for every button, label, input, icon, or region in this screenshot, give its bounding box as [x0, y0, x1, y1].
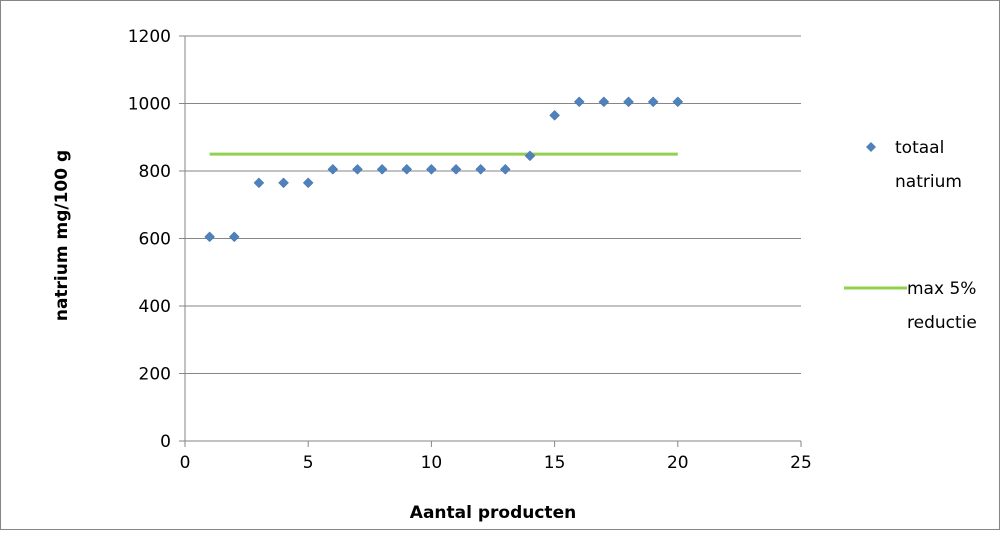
legend-marker-totaal-natrium — [866, 142, 876, 152]
series-marks — [204, 96, 684, 243]
data-point — [302, 177, 314, 189]
y-tick-labels: 0 200 400 600 800 1000 1200 — [128, 27, 171, 452]
axes — [179, 35, 802, 447]
data-point — [401, 163, 413, 175]
data-point — [228, 231, 240, 243]
legend-label: totaal — [895, 138, 944, 158]
gridlines — [185, 35, 801, 374]
data-point — [623, 96, 634, 108]
y-tick-label: 200 — [139, 365, 171, 385]
y-tick-label: 1000 — [128, 95, 171, 115]
data-point — [327, 163, 339, 175]
data-point — [499, 163, 511, 175]
x-tick-labels: 0 5 10 15 20 25 — [180, 453, 812, 473]
data-point — [524, 150, 536, 162]
y-tick-label: 400 — [139, 297, 171, 317]
x-tick-label: 10 — [421, 453, 443, 473]
data-point — [426, 163, 437, 175]
y-axis-title: natrium mg/100 g — [52, 150, 72, 321]
x-tick-label: 5 — [303, 453, 314, 473]
data-point — [450, 163, 462, 175]
data-point — [204, 231, 215, 243]
data-point — [598, 96, 610, 108]
legend: totaal natrium max 5% reductie — [844, 138, 977, 333]
legend-label: natrium — [895, 172, 962, 192]
x-tick-label: 25 — [790, 453, 812, 473]
data-point — [647, 96, 659, 108]
x-tick-label: 20 — [667, 453, 689, 473]
data-point — [352, 163, 363, 175]
y-tick-label: 0 — [160, 432, 171, 452]
data-point — [376, 163, 388, 175]
data-point — [253, 177, 265, 189]
data-point — [549, 109, 560, 121]
x-tick-label: 0 — [180, 453, 191, 473]
data-point — [475, 163, 487, 175]
data-point — [672, 96, 684, 108]
y-tick-label: 800 — [139, 162, 171, 182]
data-point — [573, 96, 585, 108]
legend-label: reductie — [907, 313, 977, 333]
y-tick-label: 1200 — [128, 27, 171, 47]
data-point — [278, 177, 289, 189]
legend-label: max 5% — [907, 279, 976, 299]
x-axis-title: Aantal producten — [410, 503, 576, 523]
y-tick-label: 600 — [139, 230, 171, 250]
x-tick-label: 15 — [544, 453, 566, 473]
